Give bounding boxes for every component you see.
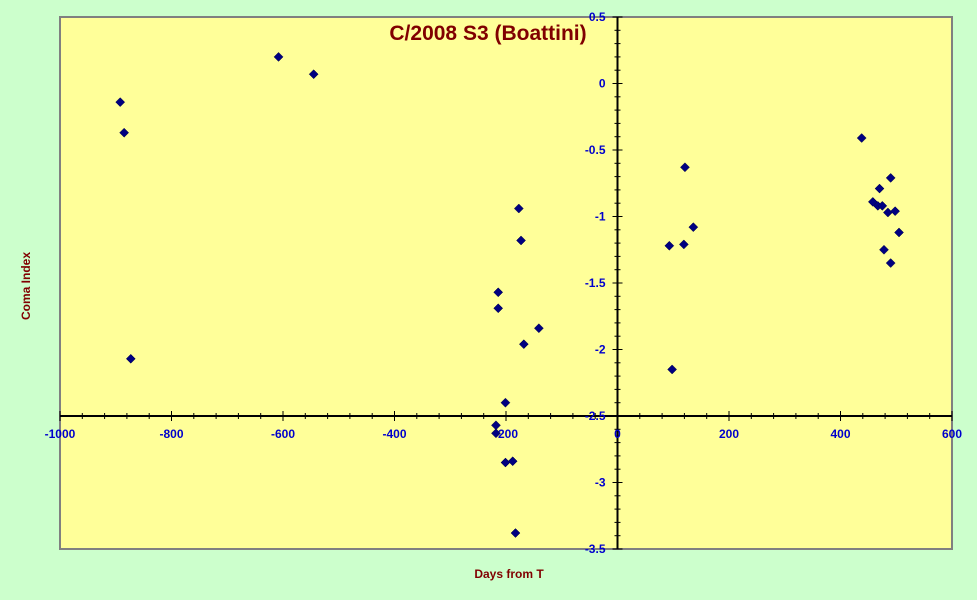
y-tick-label: -1.5 (585, 276, 606, 290)
x-tick-label: 600 (942, 427, 962, 441)
data-point (680, 162, 690, 173)
y-tick-label: -3 (595, 476, 606, 490)
y-tick-label: -0.5 (585, 143, 606, 157)
y-tick-label: -2.5 (585, 409, 606, 423)
data-point (885, 173, 896, 183)
y-tick-label: -1 (595, 210, 606, 224)
data-point (513, 203, 524, 214)
data-point (491, 428, 501, 439)
data-point (667, 364, 677, 375)
tick-labels: -1000 -800 -600 -400 -200 0 200 400 600 0.5 0 -0.5 -… (45, 10, 963, 556)
data-point (885, 258, 896, 268)
data-point (678, 239, 689, 250)
y-axis-title: Coma Index (19, 252, 33, 320)
data-point (115, 97, 126, 107)
plot-area (59, 16, 953, 550)
data-point (518, 339, 529, 350)
data-point (125, 353, 136, 364)
data-point (493, 303, 504, 314)
x-tick-label: 0 (614, 427, 621, 441)
chart-title: C/2008 S3 (Boattini) (389, 22, 586, 45)
data-point (688, 222, 699, 232)
y-tick-label: 0.5 (589, 10, 606, 24)
data-point (273, 52, 284, 62)
data-point (507, 456, 518, 467)
x-tick-label: -400 (382, 427, 406, 441)
y-tick-label: 0 (599, 77, 606, 91)
data-point (877, 201, 888, 211)
x-tick-label: -1000 (45, 427, 76, 441)
y-tick-label: -2 (595, 343, 606, 357)
x-tick-label: -200 (494, 427, 518, 441)
data-point (890, 206, 900, 217)
x-tick-label: -800 (159, 427, 183, 441)
data-points (115, 52, 904, 538)
data-point (856, 133, 867, 143)
data-point (493, 287, 504, 298)
data-point (500, 397, 511, 408)
x-axis-title: Days from T (474, 567, 544, 581)
y-tick-label: -3.5 (585, 542, 606, 556)
data-point (510, 528, 521, 538)
data-point (874, 183, 885, 194)
data-point (516, 235, 526, 246)
x-tick-label: 400 (830, 427, 850, 441)
data-point (879, 244, 889, 255)
data-point (534, 323, 544, 334)
data-point (119, 127, 129, 138)
ticks (59, 16, 953, 550)
data-point (308, 69, 319, 80)
data-point (664, 240, 675, 251)
x-tick-label: -600 (271, 427, 295, 441)
x-tick-label: 200 (719, 427, 739, 441)
data-point (894, 227, 904, 238)
